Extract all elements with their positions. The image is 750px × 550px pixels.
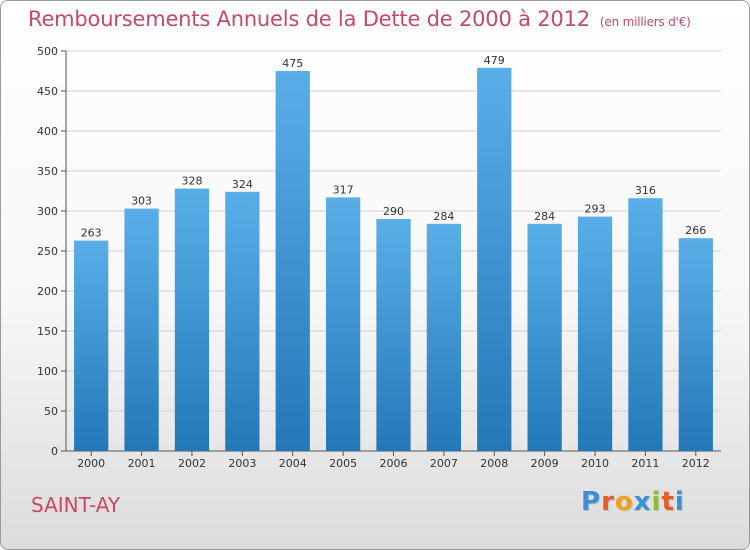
logo-letter: i [651, 487, 662, 517]
value-labels: 263 303 328 324 475 317 290 284 479 284 293 316 266 [81, 54, 707, 240]
bar-2006 [376, 219, 411, 451]
value-label-2000: 263 [81, 227, 102, 240]
x-tick-label-2007: 2007 [430, 457, 458, 470]
x-tick-label-2009: 2009 [531, 457, 559, 470]
bar-2001 [124, 208, 159, 451]
value-label-2002: 328 [181, 175, 202, 188]
value-label-2003: 324 [232, 178, 253, 191]
y-tick-label: 100 [37, 365, 58, 378]
logo-letter: t [661, 487, 675, 517]
bar-2003 [225, 191, 260, 452]
value-label-2010: 293 [585, 203, 606, 216]
value-label-2011: 316 [635, 184, 656, 197]
bar-2012 [678, 238, 713, 451]
bar-2009 [527, 223, 562, 451]
bar-2000 [74, 240, 109, 451]
bar-2007 [426, 223, 462, 451]
logo-letter: i [674, 487, 685, 517]
x-tick-labels: 2000 2001 2002 2003 2004 2005 2006 2007 2008 2009… [77, 457, 710, 470]
bar-2008 [477, 67, 512, 452]
y-tick-label: 150 [37, 325, 58, 338]
value-label-2007: 284 [433, 210, 454, 223]
logo-letter: o [614, 487, 634, 517]
city-name: SAINT-AY [31, 493, 121, 517]
x-tick-label-2008: 2008 [480, 457, 508, 470]
proxiti-logo: Proxiti [581, 487, 685, 517]
y-tick-label: 200 [37, 285, 58, 298]
bar-2004 [275, 71, 310, 451]
value-label-2008: 479 [484, 54, 505, 67]
bars [74, 67, 713, 452]
chart-title: Remboursements Annuels de la Dette de 20… [28, 7, 691, 31]
logo-letter: r [601, 487, 615, 517]
bar-2005 [325, 197, 361, 451]
x-tick-label-2010: 2010 [581, 457, 609, 470]
x-tick-label-2002: 2002 [178, 457, 206, 470]
y-tick-labels: 0 50 100 150 200 250 300 350 400 450 500 [37, 45, 58, 458]
y-tick-label: 50 [44, 405, 58, 418]
x-tick-label-2001: 2001 [128, 457, 156, 470]
chart-subtitle: (en milliers d'€) [599, 15, 691, 29]
value-label-2006: 290 [383, 205, 404, 218]
bar-2011 [628, 198, 663, 451]
y-tick-label: 0 [51, 445, 58, 458]
logo-letter: x [633, 487, 652, 517]
y-tick-label: 400 [37, 125, 58, 138]
x-tick-label-2003: 2003 [228, 457, 256, 470]
value-label-2005: 317 [333, 183, 354, 196]
x-tick-label-2004: 2004 [279, 457, 307, 470]
y-tick-label: 500 [37, 45, 58, 58]
x-tick-label-2005: 2005 [329, 457, 357, 470]
y-tick-label: 250 [37, 245, 58, 258]
x-tick-label-2006: 2006 [380, 457, 408, 470]
x-tick-label-2012: 2012 [682, 457, 710, 470]
y-tick-label: 350 [37, 165, 58, 178]
chart-title-text: Remboursements Annuels de la Dette de 20… [28, 7, 590, 31]
x-tick-label-2000: 2000 [77, 457, 105, 470]
y-tick-label: 300 [37, 205, 58, 218]
value-label-2004: 475 [282, 57, 303, 70]
logo-letter: P [581, 487, 602, 517]
bar-2002 [174, 188, 210, 451]
y-tick-label: 450 [37, 85, 58, 98]
value-label-2009: 284 [534, 210, 555, 223]
value-label-2012: 266 [685, 224, 706, 237]
value-label-2001: 303 [131, 195, 152, 208]
x-tick-label-2011: 2011 [631, 457, 659, 470]
bar-2010 [577, 216, 613, 451]
